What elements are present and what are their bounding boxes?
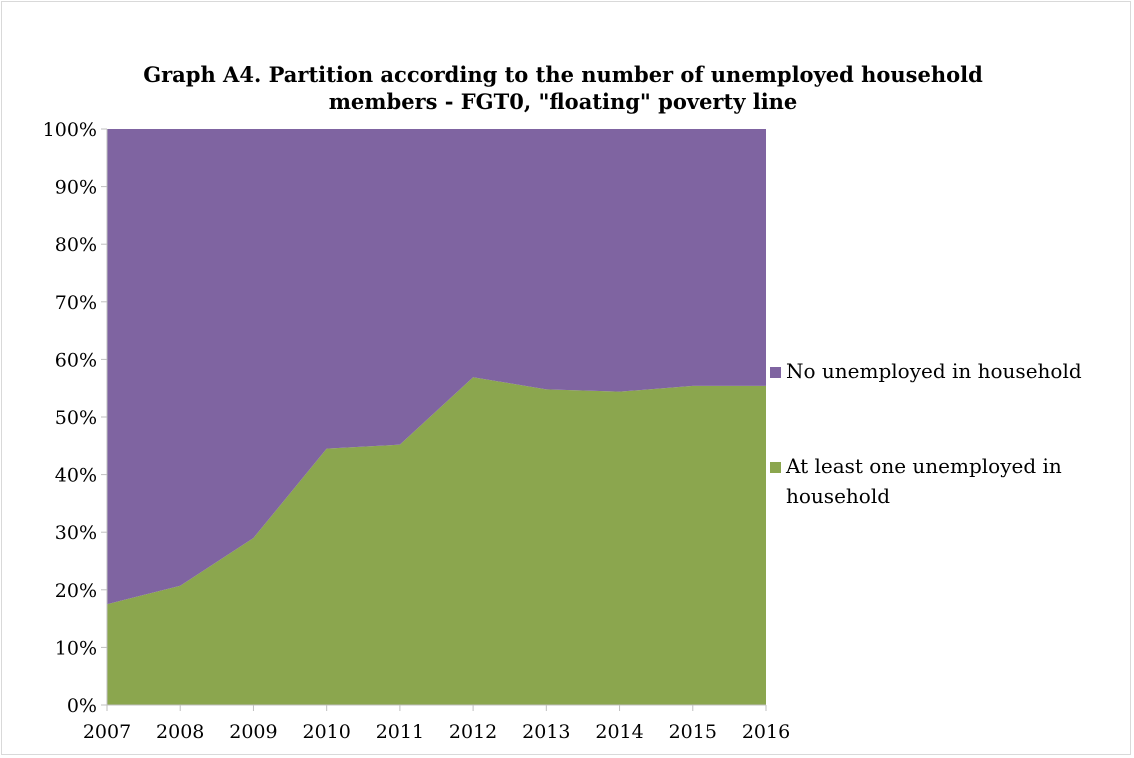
plot-area [107,129,766,705]
x-tick-label: 2012 [449,721,497,743]
x-tick-label: 2015 [669,721,717,743]
x-tick-label: 2009 [229,721,277,743]
legend: No unemployed in household At least one … [770,359,1082,508]
chart-title-line-1: Graph A4. Partition according to the num… [143,62,983,87]
x-tick-label: 2013 [522,721,570,743]
y-tick-label: 40% [55,465,97,487]
x-tick-label: 2007 [83,721,131,743]
y-tick-label: 10% [55,637,97,659]
area-no-unemployed [107,129,766,605]
legend-swatch-no-unemployed [770,367,781,378]
y-tick-label: 70% [55,292,97,314]
area-at-least-one-unemployed [107,377,766,705]
x-tick-label: 2016 [742,721,790,743]
y-tick-label: 50% [55,407,97,429]
x-axis: 2007 2008 2009 2010 2011 2012 2013 2014 2015 2016 [83,704,790,743]
x-tick-label: 2014 [595,721,643,743]
y-axis: 0% 10% 20% 30% 40% 50% 60% 70% 80% 90% 100% [43,119,108,717]
y-tick-label: 80% [55,234,97,256]
legend-label-at-least-one-unemployed-line-2: household [786,484,890,508]
x-tick-label: 2008 [156,721,204,743]
y-tick-label: 30% [55,522,97,544]
y-tick-label: 60% [55,349,97,371]
legend-swatch-at-least-one-unemployed [770,462,781,473]
y-tick-label: 0% [67,695,97,717]
x-tick-label: 2011 [376,721,424,743]
y-tick-label: 20% [55,580,97,602]
x-tick-label: 2010 [302,721,350,743]
chart-title-line-2: members - FGT0, "floating" poverty line [329,89,798,114]
y-tick-label: 90% [55,177,97,199]
y-tick-label: 100% [43,119,97,141]
legend-label-at-least-one-unemployed-line-1: At least one unemployed in [785,454,1062,478]
legend-label-no-unemployed: No unemployed in household [786,359,1082,383]
